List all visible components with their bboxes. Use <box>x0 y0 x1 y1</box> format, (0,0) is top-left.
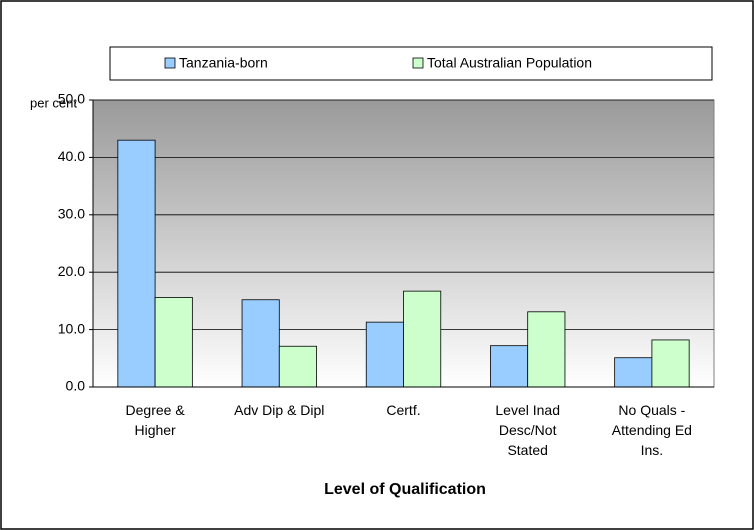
bar <box>651 339 690 388</box>
bar <box>241 299 280 388</box>
bar <box>490 345 529 388</box>
bar <box>278 345 317 388</box>
y-tick-label: 0.0 <box>66 378 86 394</box>
y-tick-label: 30.0 <box>58 206 85 222</box>
x-axis-label: Level of Qualification <box>324 481 486 498</box>
legend-label: Tanzania-born <box>179 55 268 71</box>
legend-swatch <box>164 57 176 69</box>
x-tick-label: Level Inad Desc/Not Stated <box>495 402 560 458</box>
y-axis-label: per cent <box>30 95 77 110</box>
bar <box>154 297 193 388</box>
bar <box>527 311 566 388</box>
legend-swatch <box>412 57 424 69</box>
x-tick-label: Certf. <box>386 402 421 418</box>
bar <box>403 290 442 388</box>
y-tick-label: 40.0 <box>58 148 85 164</box>
x-tick-label: Degree & Higher <box>125 402 185 438</box>
bar <box>117 139 156 388</box>
y-tick-label: 50.0 <box>58 91 85 107</box>
x-tick-label: Adv Dip & Dipl <box>234 402 325 418</box>
x-tick-label: No Quals - Attending Ed Ins. <box>611 402 692 458</box>
bar <box>614 357 653 388</box>
y-tick-label: 20.0 <box>58 263 85 279</box>
legend-label: Total Australian Population <box>427 55 592 71</box>
bar <box>365 321 404 388</box>
y-tick-label: 10.0 <box>58 320 85 336</box>
legend <box>109 46 713 81</box>
